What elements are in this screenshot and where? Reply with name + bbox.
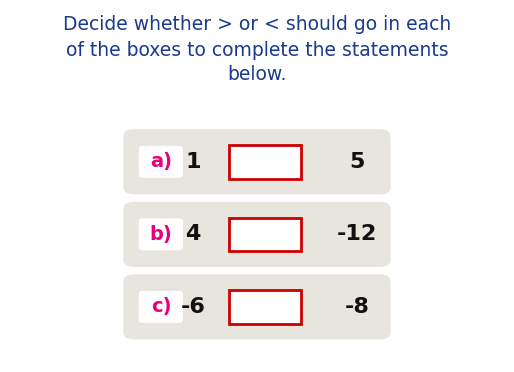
Text: 1: 1 bbox=[185, 152, 200, 172]
Text: of the boxes to complete the statements: of the boxes to complete the statements bbox=[66, 41, 448, 60]
Bar bbox=[229, 290, 301, 324]
Text: -12: -12 bbox=[337, 224, 377, 244]
FancyBboxPatch shape bbox=[123, 202, 391, 267]
FancyBboxPatch shape bbox=[123, 129, 391, 195]
Bar bbox=[229, 218, 301, 251]
Text: c): c) bbox=[151, 297, 171, 317]
Bar bbox=[229, 145, 301, 179]
FancyBboxPatch shape bbox=[139, 291, 183, 323]
Text: -6: -6 bbox=[180, 297, 205, 317]
Text: 5: 5 bbox=[350, 152, 365, 172]
Text: b): b) bbox=[150, 225, 172, 244]
Text: a): a) bbox=[150, 152, 172, 171]
Text: 4: 4 bbox=[185, 224, 200, 244]
Text: below.: below. bbox=[227, 65, 287, 84]
Text: Decide whether > or < should go in each: Decide whether > or < should go in each bbox=[63, 15, 451, 34]
Text: -8: -8 bbox=[345, 297, 370, 317]
FancyBboxPatch shape bbox=[139, 146, 183, 178]
FancyBboxPatch shape bbox=[139, 218, 183, 250]
FancyBboxPatch shape bbox=[123, 275, 391, 339]
